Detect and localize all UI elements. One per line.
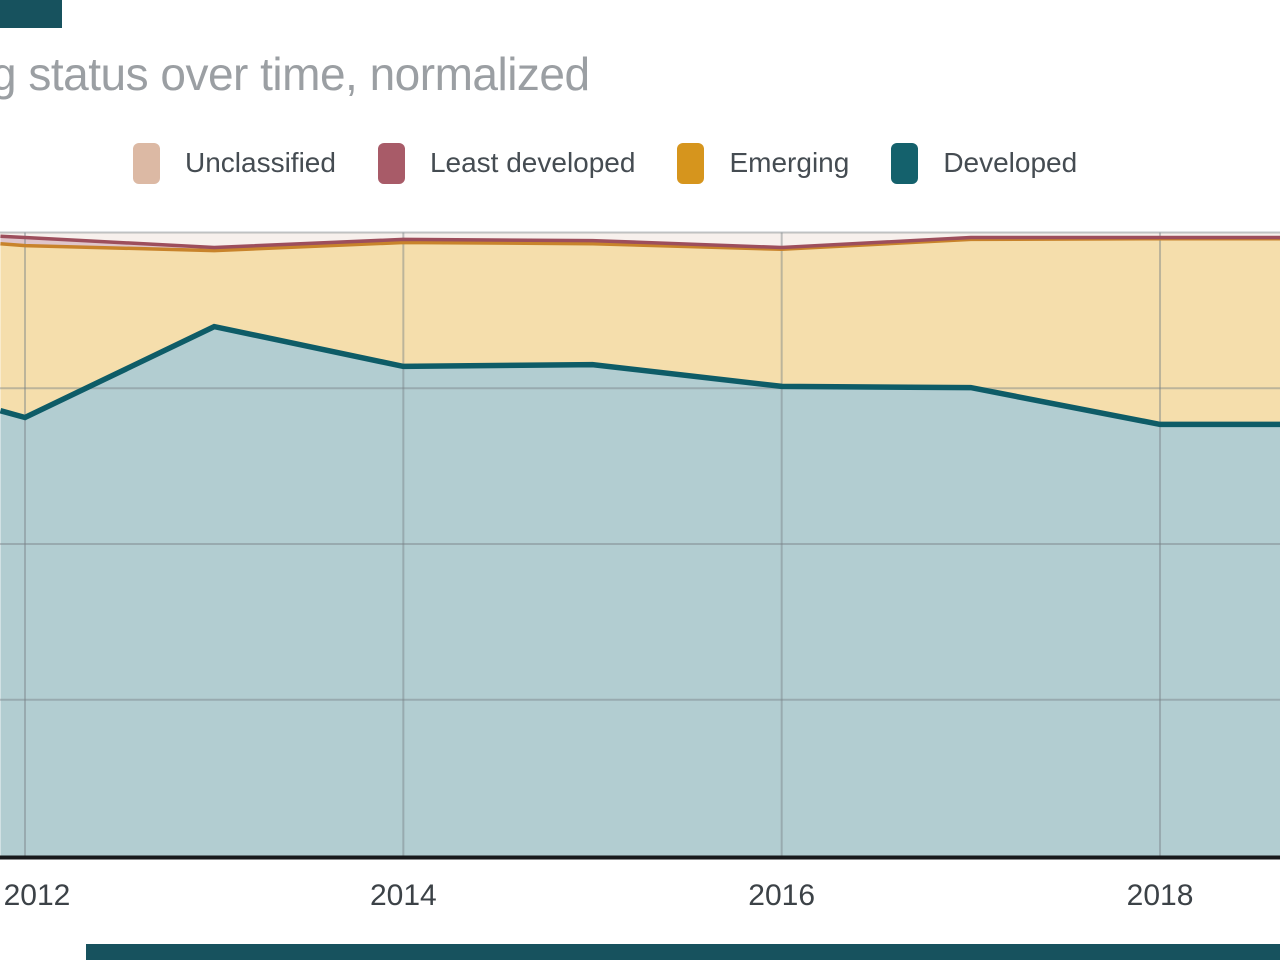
legend-item-unclassified[interactable]: Unclassified (133, 142, 336, 184)
bottom-progress-bar[interactable] (86, 944, 1280, 960)
legend-item-emerging[interactable]: Emerging (677, 142, 850, 184)
legend-item-least-developed[interactable]: Least developed (377, 142, 636, 184)
legend-label: Unclassified (185, 147, 336, 178)
legend-swatch-least-developed (377, 142, 405, 184)
legend-swatch-developed (891, 142, 919, 184)
legend-item-developed[interactable]: Developed (891, 142, 1078, 184)
line-developed (0, 323, 1280, 428)
legend-label: Developed (943, 147, 1078, 178)
chart-boundary-lines (0, 234, 1280, 428)
legend-label: Least developed (429, 147, 636, 178)
area-developed[interactable] (0, 326, 1280, 856)
legend-swatch-emerging (677, 142, 705, 184)
chart-title: g status over time, normalized (0, 48, 590, 100)
x-tick-label-2016: 2016 (748, 879, 816, 912)
legend: Unclassified Least developed Emerging De… (133, 140, 1077, 186)
chart-gridlines (0, 231, 1280, 856)
legend-label: Emerging (729, 147, 850, 178)
area-unclassified[interactable] (0, 232, 1280, 248)
legend-swatch-unclassified (133, 142, 160, 184)
top-left-banner-fragment (0, 0, 62, 28)
x-tick-label-2018: 2018 (1126, 879, 1194, 912)
area-emerging[interactable] (0, 238, 1280, 425)
x-tick-label-2012: 2012 (3, 879, 71, 912)
x-tick-label-2014: 2014 (369, 879, 437, 912)
line-least-developed (0, 234, 1280, 250)
